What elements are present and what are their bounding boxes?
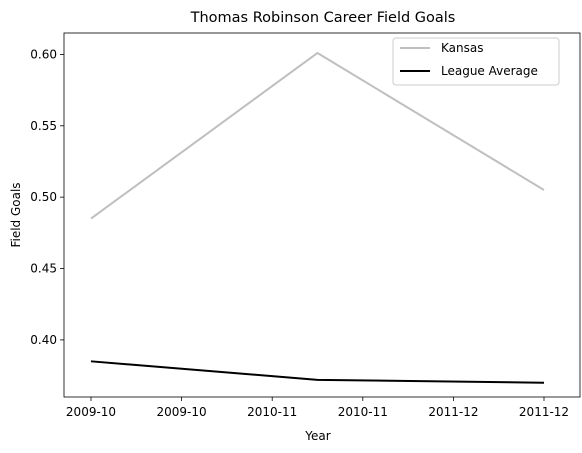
legend: Kansas League Average <box>392 37 560 86</box>
legend-label-league-average: League Average <box>441 64 538 78</box>
x-axis-label: Year <box>304 429 330 443</box>
chart-title: Thomas Robinson Career Field Goals <box>190 10 456 26</box>
series-layer <box>90 51 545 384</box>
y-tick-label: 0.60 <box>30 47 57 61</box>
legend-box <box>392 37 560 86</box>
x-tick-label: 2010-11 <box>338 405 388 419</box>
y-tick-label: 0.50 <box>30 190 57 204</box>
x-tick-label: 2010-11 <box>247 405 297 419</box>
plot-area <box>63 32 581 398</box>
y-tick-label: 0.55 <box>30 119 57 133</box>
legend-label-kansas: Kansas <box>441 41 483 55</box>
series-line-league-average <box>90 360 545 384</box>
x-tick-label: 2009-10 <box>66 405 116 419</box>
series-line-kansas <box>90 51 545 220</box>
y-axis-label: Field Goals <box>9 182 23 247</box>
x-tick-label: 2011-12 <box>519 405 569 419</box>
y-tick-label: 0.45 <box>30 262 57 276</box>
y-tick-label: 0.40 <box>30 333 57 347</box>
x-tick-label: 2009-10 <box>157 405 207 419</box>
y-axis: 0.40 0.45 0.50 0.55 0.60 <box>30 47 64 347</box>
x-axis: 2009-10 2009-10 2010-11 2010-11 2011-12 2011-… <box>66 397 569 419</box>
x-tick-label: 2011-12 <box>428 405 478 419</box>
